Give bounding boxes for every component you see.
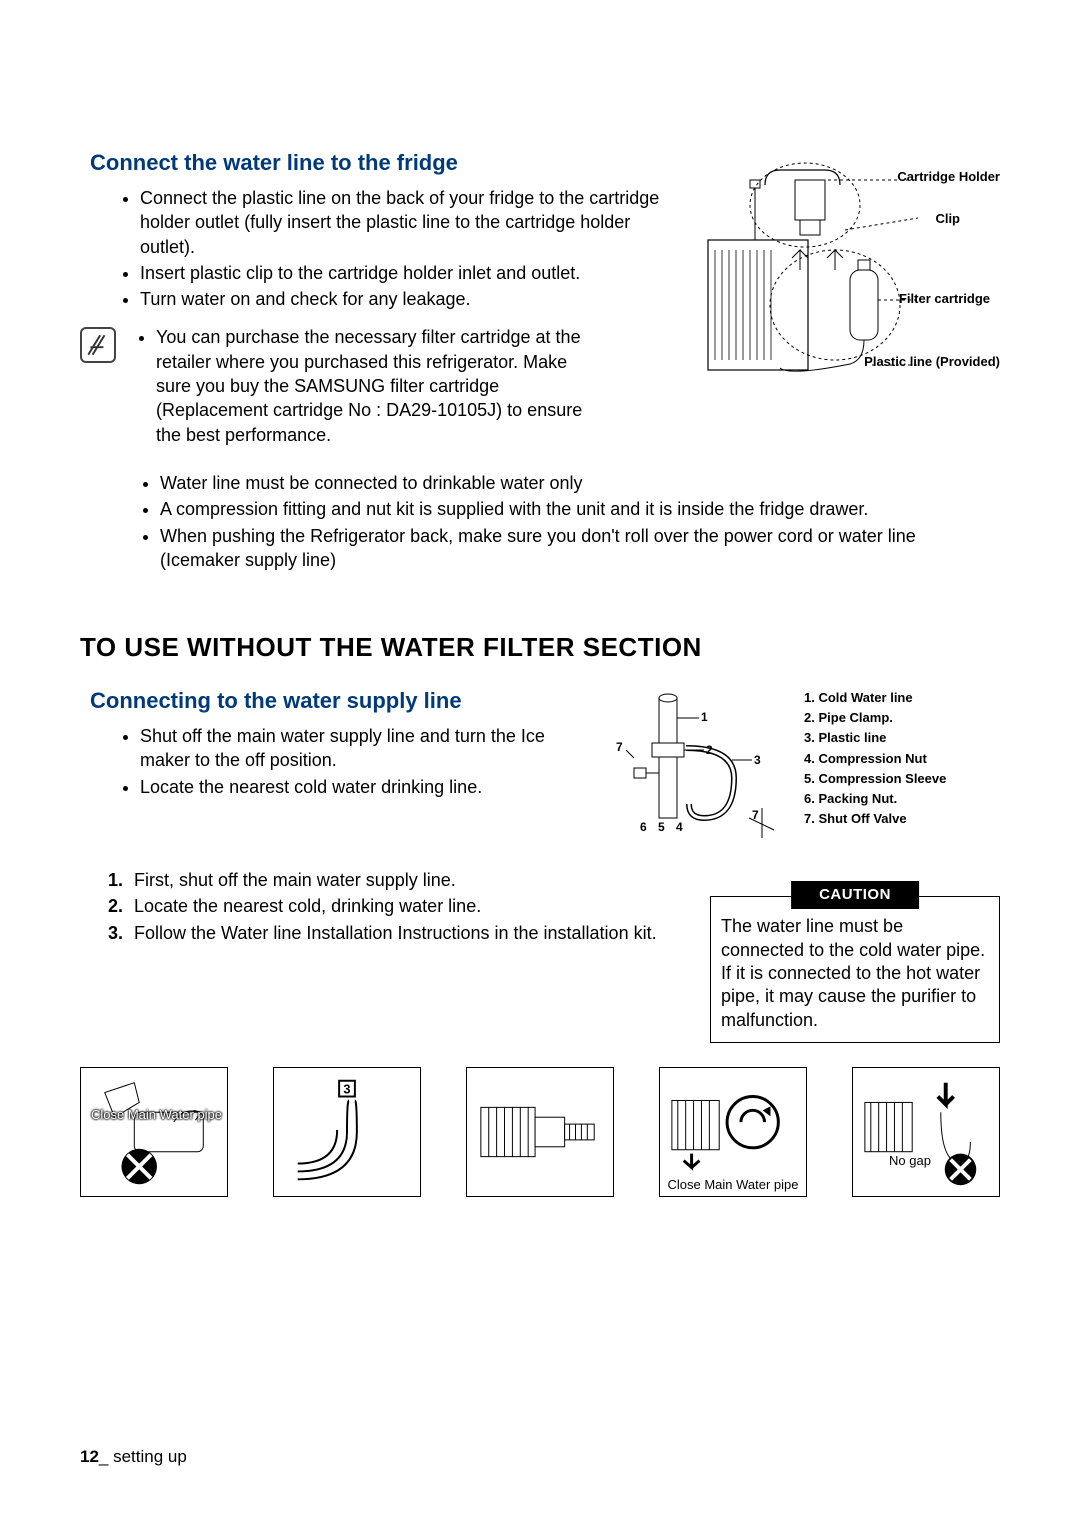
- note-block: You can purchase the necessary filter ca…: [80, 325, 686, 462]
- bullet-item: When pushing the Refrigerator back, make…: [160, 524, 1000, 573]
- diagram-label-clip: Clip: [935, 212, 960, 227]
- cartridge-diagram: Cartridge Holder Clip Filter cartridge P…: [700, 150, 1000, 400]
- caution-text: The water line must be connected to the …: [721, 916, 985, 1030]
- legend-item: Compression Nut: [804, 749, 946, 769]
- steps-caution-row: First, shut off the main water supply li…: [80, 868, 1000, 1043]
- thumb-close-main-2: Close Main Water pipe: [659, 1067, 807, 1197]
- diagram-legend: Cold Water line Pipe Clamp. Plastic line…: [804, 688, 946, 829]
- step-item: First, shut off the main water supply li…: [108, 868, 696, 892]
- page-footer: 12_ setting up: [80, 1447, 187, 1467]
- bullet-item: Shut off the main water supply line and …: [140, 724, 590, 773]
- thumb-caption: Close Main Water pipe: [667, 1178, 798, 1192]
- bullet-item: Insert plastic clip to the cartridge hol…: [140, 261, 686, 285]
- bullet-list-2: Shut off the main water supply line and …: [140, 724, 590, 799]
- numbered-steps: First, shut off the main water supply li…: [108, 868, 696, 945]
- legend-item: Plastic line: [804, 728, 946, 748]
- diagram-label-filter: Filter cartridge: [899, 292, 990, 307]
- section-connect-water-line: Connect the water line to the fridge Con…: [80, 150, 1000, 471]
- note-bullets-rest: Water line must be connected to drinkabl…: [160, 471, 1000, 572]
- bullet-item: You can purchase the necessary filter ca…: [156, 325, 586, 446]
- caution-box: CAUTION The water line must be connected…: [710, 896, 1000, 1043]
- subheading-connect: Connect the water line to the fridge: [90, 150, 686, 176]
- bullet-item: Water line must be connected to drinkabl…: [160, 471, 1000, 495]
- thumb-no-gap: No gap: [852, 1067, 1000, 1197]
- legend-item: Packing Nut.: [804, 789, 946, 809]
- footer-section: _ setting up: [99, 1447, 187, 1466]
- thumb-caption: No gap: [889, 1154, 931, 1168]
- svg-text:3: 3: [343, 1082, 350, 1097]
- section-connecting-supply: Connecting to the water supply line Shut…: [80, 688, 1000, 838]
- page-number: 12: [80, 1447, 99, 1466]
- diagram-label-cartridge-holder: Cartridge Holder: [897, 170, 1000, 185]
- thumbnail-row: Close Main Water pipe 3: [80, 1067, 1000, 1197]
- subheading-connecting: Connecting to the water supply line: [90, 688, 590, 714]
- section-title-no-filter: TO USE WITHOUT THE WATER FILTER SECTION: [80, 632, 1000, 663]
- diagram-label-plastic-line: Plastic line (Provided): [864, 355, 1000, 370]
- legend-item: Shut Off Valve: [804, 809, 946, 829]
- step-item: Locate the nearest cold, drinking water …: [108, 894, 696, 918]
- manual-page: Connect the water line to the fridge Con…: [0, 0, 1080, 1527]
- thumb-fitting: [466, 1067, 614, 1197]
- note-bullets-top: You can purchase the necessary filter ca…: [156, 325, 586, 448]
- bullet-item: Turn water on and check for any leakage.: [140, 287, 686, 311]
- note-icon: [80, 327, 116, 363]
- caution-label: CAUTION: [791, 881, 919, 909]
- bullet-item: Locate the nearest cold water drinking l…: [140, 775, 590, 799]
- legend-item: Cold Water line: [804, 688, 946, 708]
- legend-item: Pipe Clamp.: [804, 708, 946, 728]
- pipe-diagram: 1 2 3 7 4 5 6 7: [604, 688, 794, 838]
- thumb-caption: Close Main Water pipe: [91, 1108, 222, 1122]
- step-item: Follow the Water line Installation Instr…: [108, 921, 696, 945]
- thumb-tubing: 3: [273, 1067, 421, 1197]
- legend-item: Compression Sleeve: [804, 769, 946, 789]
- bullet-item: Connect the plastic line on the back of …: [140, 186, 686, 259]
- bullet-item: A compression fitting and nut kit is sup…: [160, 497, 1000, 521]
- bullet-list: Connect the plastic line on the back of …: [140, 186, 686, 311]
- thumb-close-main-1: Close Main Water pipe: [80, 1067, 228, 1197]
